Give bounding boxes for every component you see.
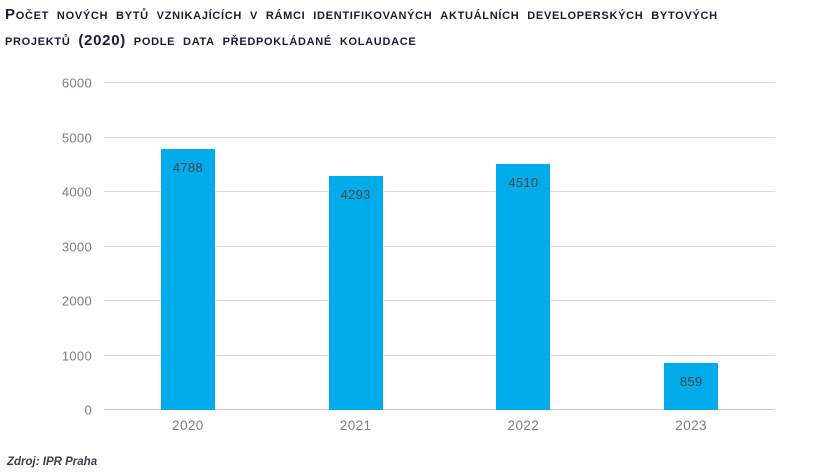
source-note: Zdroj: IPR Praha <box>7 456 98 468</box>
y-tick-label-4000: 4000 <box>61 184 92 200</box>
bar-2021: 4293 <box>328 176 383 410</box>
chart-title: Počet nových bytů vznikajících v rámci i… <box>5 2 718 54</box>
x-tick-label-2022: 2022 <box>507 418 540 433</box>
bar-value-label-2021: 4293 <box>340 187 371 203</box>
gridline-1000 <box>104 354 775 356</box>
x-tick-label-2021: 2021 <box>339 418 372 433</box>
y-tick-label-6000: 6000 <box>61 75 92 91</box>
x-tick-label-2020: 2020 <box>172 418 204 433</box>
gridline-2000 <box>104 300 775 301</box>
gridline-6000 <box>104 82 775 83</box>
bar-value-label-2020: 4788 <box>172 160 203 176</box>
gridline-5000 <box>104 136 775 138</box>
bar-value-label-2022: 4510 <box>508 175 539 191</box>
bar-2022: 4510 <box>496 164 551 410</box>
chart-title-line-2: projektů (2020) podle data předpokládané… <box>5 32 417 49</box>
y-tick-label-5000: 5000 <box>61 130 92 145</box>
gridline-0 <box>104 409 775 410</box>
x-tick-label-2023: 2023 <box>675 418 707 433</box>
bar-value-label-2023: 859 <box>679 374 703 390</box>
gridline-4000 <box>104 191 775 192</box>
gridline-3000 <box>104 245 775 247</box>
y-tick-label-1000: 1000 <box>61 348 92 363</box>
y-axis: 0 1000 2000 3000 4000 5000 6000 <box>0 76 92 418</box>
y-tick-label-0: 0 <box>84 402 92 418</box>
x-axis: 2020 2021 2022 2023 <box>104 418 775 436</box>
y-tick-label-2000: 2000 <box>61 293 92 309</box>
bar-2020: 4788 <box>160 149 215 410</box>
chart-title-line-1: Počet nových bytů vznikajících v rámci i… <box>5 6 718 23</box>
y-tick-label-3000: 3000 <box>61 239 92 254</box>
plot-area: 4788 4293 4510 859 <box>104 82 775 410</box>
bar-2023: 859 <box>664 363 719 410</box>
